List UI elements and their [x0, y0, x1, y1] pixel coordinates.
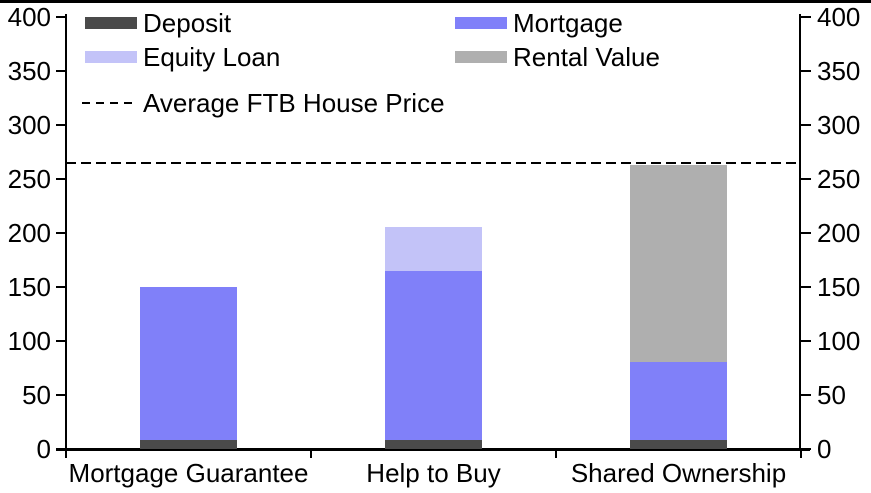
y-tick-label-left-200: 200: [7, 218, 51, 248]
y-tick-left-150: [56, 286, 66, 288]
y-tick-left-200: [56, 232, 66, 234]
bar-segment-mortgage-1: [385, 270, 482, 441]
legend-label-deposit: Deposit: [143, 8, 232, 38]
y-tick-label-right-300: 300: [817, 110, 861, 140]
y-tick-label-right-0: 0: [817, 434, 832, 464]
top-border-line: [0, 0, 871, 3]
bar-segment-deposit-0: [140, 440, 237, 449]
x-tick-3: [800, 450, 802, 458]
y-tick-label-left-250: 250: [7, 164, 51, 194]
y-tick-left-0: [56, 448, 66, 450]
y-tick-right-100: [801, 340, 811, 342]
y-tick-label-left-150: 150: [7, 272, 51, 302]
legend-swatch-rental-value: [455, 51, 507, 63]
y-tick-label-right-100: 100: [817, 326, 861, 356]
category-label-0: Mortgage Guarantee: [68, 458, 309, 488]
y-tick-right-400: [801, 16, 811, 18]
y-tick-left-100: [56, 340, 66, 342]
y-tick-left-250: [56, 178, 66, 180]
legend-label-rental-value: Rental Value: [513, 42, 660, 72]
y-tick-label-left-100: 100: [7, 326, 51, 356]
y-tick-left-50: [56, 394, 66, 396]
category-label-2: Shared Ownership: [570, 458, 787, 488]
y-tick-right-0: [801, 448, 811, 450]
y-tick-label-left-0: 0: [36, 434, 51, 464]
y-tick-label-left-300: 300: [7, 110, 51, 140]
y-axis-right: [799, 14, 801, 451]
y-tick-right-250: [801, 178, 811, 180]
y-tick-label-right-350: 350: [817, 56, 861, 86]
category-label-1: Help to Buy: [366, 458, 501, 488]
bar-segment-deposit-2: [630, 440, 727, 449]
y-tick-left-300: [56, 124, 66, 126]
legend-label-average-ftb-house-price: Average FTB House Price: [143, 88, 445, 118]
y-tick-label-right-50: 50: [817, 380, 846, 410]
y-tick-right-350: [801, 70, 811, 72]
bar-segment-mortgage-2: [630, 361, 727, 441]
y-tick-label-right-200: 200: [817, 218, 861, 248]
y-tick-label-left-350: 350: [7, 56, 51, 86]
y-tick-right-200: [801, 232, 811, 234]
legend-label-equity-loan: Equity Loan: [143, 42, 281, 72]
y-tick-right-300: [801, 124, 811, 126]
y-tick-right-50: [801, 394, 811, 396]
y-tick-right-150: [801, 286, 811, 288]
y-tick-left-350: [56, 70, 66, 72]
y-tick-left-400: [56, 16, 66, 18]
legend-dashed-line-sample: [82, 102, 137, 104]
legend-swatch-equity-loan: [85, 51, 137, 63]
legend-swatch-mortgage: [455, 17, 507, 29]
x-tick-2: [555, 450, 557, 458]
y-tick-label-right-250: 250: [817, 164, 861, 194]
reference-line-average-ftb-house-price: [66, 161, 799, 164]
y-axis-left: [65, 14, 67, 451]
legend-label-mortgage: Mortgage: [513, 8, 623, 38]
bar-segment-deposit-1: [385, 440, 482, 449]
x-axis: [56, 448, 810, 451]
y-tick-label-left-50: 50: [22, 380, 51, 410]
y-tick-label-left-400: 400: [7, 2, 51, 32]
bar-segment-rental-value-2: [630, 164, 727, 362]
x-tick-1: [310, 450, 312, 458]
bar-segment-equity-loan-1: [385, 226, 482, 271]
y-tick-label-right-150: 150: [817, 272, 861, 302]
x-tick-0: [65, 450, 67, 458]
bar-segment-mortgage-0: [140, 287, 237, 441]
legend-swatch-deposit: [85, 17, 137, 29]
y-tick-label-right-400: 400: [817, 2, 861, 32]
